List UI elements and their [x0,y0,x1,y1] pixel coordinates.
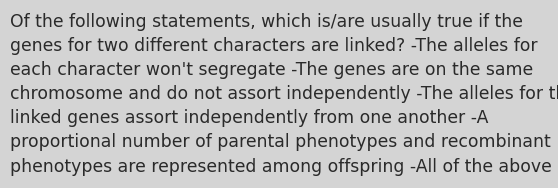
Text: Of the following statements, which is/are usually true if the: Of the following statements, which is/ar… [10,13,523,31]
Text: each character won't segregate -The genes are on the same: each character won't segregate -The gene… [10,61,533,79]
Text: proportional number of parental phenotypes and recombinant: proportional number of parental phenotyp… [10,133,551,152]
Text: genes for two different characters are linked? -The alleles for: genes for two different characters are l… [10,37,538,55]
Text: chromosome and do not assort independently -The alleles for the: chromosome and do not assort independent… [10,85,558,103]
Text: linked genes assort independently from one another -A: linked genes assort independently from o… [10,109,488,127]
Text: phenotypes are represented among offspring -All of the above: phenotypes are represented among offspri… [10,158,552,176]
